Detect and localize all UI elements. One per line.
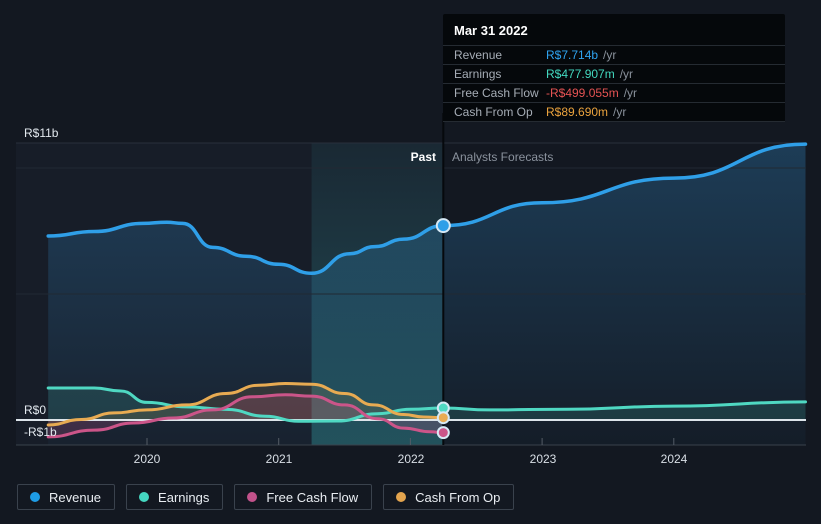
- earnings-area: [48, 388, 806, 422]
- tooltip-date: Mar 31 2022: [454, 23, 528, 38]
- legend-item-free-cash-flow[interactable]: Free Cash Flow: [234, 484, 373, 510]
- legend-label: Cash From Op: [415, 489, 501, 505]
- forecast-region-label: Analysts Forecasts: [452, 150, 553, 164]
- tooltip-value: R$7.714b: [546, 48, 599, 62]
- x-axis-label-2024: 2024: [661, 452, 688, 466]
- legend-item-cash-from-op[interactable]: Cash From Op: [383, 484, 515, 510]
- tooltip-value: R$89.690m: [546, 105, 609, 119]
- tooltip-unit: /yr: [613, 105, 627, 119]
- past-region-label: Past: [411, 150, 436, 164]
- tooltip-value: -R$499.055m: [546, 86, 619, 100]
- data-point-tooltip: Mar 31 2022 Revenue R$7.714b /yr Earning…: [443, 14, 785, 122]
- y-axis-label-bottom: -R$1b: [24, 425, 57, 439]
- revenue-dot-icon: [30, 492, 40, 502]
- past-and-forecast-chart[interactable]: R$11b R$0 -R$1b 2020 2021 2022 2023 2024…: [0, 0, 821, 470]
- tooltip-row-revenue: Revenue R$7.714b /yr: [443, 45, 785, 64]
- x-axis-label-2020: 2020: [134, 452, 161, 466]
- earnings-dot-icon: [139, 492, 150, 502]
- tooltip-label: Cash From Op: [454, 105, 533, 119]
- legend-label: Free Cash Flow: [266, 489, 359, 505]
- earnings-line: [46, 386, 807, 423]
- tooltip-row-cash-from-op: Cash From Op R$89.690m /yr: [443, 102, 785, 121]
- x-axis-label-2023: 2023: [530, 452, 557, 466]
- revenue-marker[interactable]: [435, 218, 451, 234]
- tooltip-unit: /yr: [603, 48, 617, 62]
- free-cash-flow-marker[interactable]: [436, 426, 450, 440]
- tooltip-unit: /yr: [623, 86, 638, 100]
- free-cash-flow-dot-icon: [247, 492, 258, 502]
- chart-legend: Revenue Earnings Free Cash Flow Cash Fro…: [17, 484, 515, 510]
- x-axis-label-2022: 2022: [398, 452, 425, 466]
- y-axis-label-top: R$11b: [24, 126, 59, 140]
- x-axis-label-2021: 2021: [266, 452, 293, 466]
- legend-item-earnings[interactable]: Earnings: [126, 484, 224, 510]
- cash-from-op-marker[interactable]: [436, 411, 450, 425]
- cash-from-op-dot-icon: [396, 492, 407, 502]
- revenue-line: [46, 142, 808, 276]
- y-axis-label-zero: R$0: [24, 403, 46, 417]
- tooltip-label: Earnings: [454, 67, 502, 81]
- tooltip-unit: /yr: [619, 67, 634, 81]
- legend-label: Revenue: [49, 489, 102, 505]
- tooltip-value: R$477.907m: [546, 67, 615, 81]
- revenue-area: [48, 144, 806, 445]
- tooltip-row-free-cash-flow: Free Cash Flow -R$499.055m /yr: [443, 83, 785, 102]
- tooltip-label: Revenue: [454, 48, 503, 62]
- cash-from-op-line: [46, 382, 445, 427]
- free-cash-flow-line: [46, 393, 445, 439]
- legend-item-revenue[interactable]: Revenue: [17, 484, 116, 510]
- tooltip-row-earnings: Earnings R$477.907m /yr: [443, 64, 785, 83]
- legend-label: Earnings: [158, 489, 210, 505]
- tooltip-label: Free Cash Flow: [454, 86, 539, 100]
